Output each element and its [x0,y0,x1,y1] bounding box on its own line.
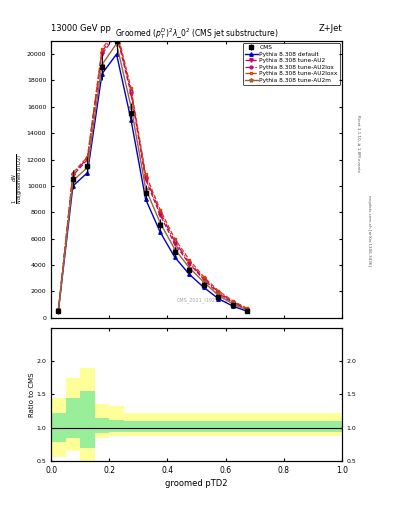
Pythia 8.308 tune-AU2lox [187,259,192,265]
Pythia 8.308 tune-AU2loxx [173,236,177,242]
Pythia 8.308 tune-AU2m [173,246,177,252]
Pythia 8.308 tune-AU2m [216,292,221,298]
Pythia 8.308 default [187,271,192,278]
Legend: CMS, Pythia 8.308 default, Pythia 8.308 tune-AU2, Pythia 8.308 tune-AU2lox, Pyth: CMS, Pythia 8.308 default, Pythia 8.308 … [242,42,340,85]
Pythia 8.308 tune-AU2 [114,31,119,37]
Pythia 8.308 tune-AU2 [143,176,148,182]
Line: Pythia 8.308 default: Pythia 8.308 default [57,52,249,313]
Pythia 8.308 tune-AU2m [245,307,250,313]
Pythia 8.308 tune-AU2lox [85,155,90,161]
Text: Rivet 3.1.10, ≥ 1.8M events: Rivet 3.1.10, ≥ 1.8M events [356,115,360,172]
Pythia 8.308 tune-AU2m [100,61,105,68]
Pythia 8.308 default [114,51,119,57]
Pythia 8.308 tune-AU2lox [129,88,134,94]
Pythia 8.308 tune-AU2loxx [71,169,75,176]
Pythia 8.308 tune-AU2m [129,104,134,110]
Pythia 8.308 default [202,284,206,290]
Pythia 8.308 default [158,229,163,235]
Pythia 8.308 tune-AU2lox [202,275,206,281]
Pythia 8.308 tune-AU2 [129,91,134,97]
Line: Pythia 8.308 tune-AU2: Pythia 8.308 tune-AU2 [57,33,249,312]
Title: Groomed $(p_T^D)^2\lambda\_0^2$ (CMS jet substructure): Groomed $(p_T^D)^2\lambda\_0^2$ (CMS jet… [115,26,278,41]
Pythia 8.308 tune-AU2 [202,276,206,283]
Line: Pythia 8.308 tune-AU2lox: Pythia 8.308 tune-AU2lox [57,30,249,312]
Pythia 8.308 tune-AU2 [71,173,75,179]
X-axis label: groomed pTD2: groomed pTD2 [165,479,228,488]
Pythia 8.308 tune-AU2loxx [114,26,119,32]
Pythia 8.308 tune-AU2loxx [56,307,61,313]
Pythia 8.308 default [216,295,221,302]
Pythia 8.308 tune-AU2lox [173,238,177,244]
Pythia 8.308 default [173,254,177,260]
Text: Z+Jet: Z+Jet [318,24,342,33]
Pythia 8.308 tune-AU2lox [56,307,61,313]
Pythia 8.308 tune-AU2 [216,290,221,296]
Pythia 8.308 tune-AU2lox [143,174,148,180]
Pythia 8.308 tune-AU2loxx [100,46,105,52]
Pythia 8.308 tune-AU2loxx [202,274,206,280]
Line: Pythia 8.308 tune-AU2loxx: Pythia 8.308 tune-AU2loxx [57,28,249,312]
Pythia 8.308 tune-AU2loxx [143,171,148,177]
Pythia 8.308 tune-AU2 [231,300,235,306]
Pythia 8.308 default [143,196,148,202]
Pythia 8.308 tune-AU2loxx [129,86,134,92]
Pythia 8.308 tune-AU2loxx [216,288,221,294]
Pythia 8.308 tune-AU2 [158,212,163,218]
Pythia 8.308 tune-AU2loxx [231,298,235,304]
Pythia 8.308 tune-AU2 [245,307,250,313]
Pythia 8.308 default [129,117,134,123]
Text: CMS_2021_I1925023: CMS_2021_I1925023 [176,297,228,303]
Y-axis label: $\frac{1}{N}\frac{dN}{d(\mathrm{groomed\ pTD2})}$: $\frac{1}{N}\frac{dN}{d(\mathrm{groomed\… [11,154,25,204]
Pythia 8.308 default [100,71,105,77]
Pythia 8.308 tune-AU2lox [71,171,75,177]
Pythia 8.308 tune-AU2loxx [85,154,90,160]
Pythia 8.308 tune-AU2lox [100,49,105,55]
Pythia 8.308 tune-AU2 [187,261,192,267]
Pythia 8.308 default [56,308,61,314]
Line: Pythia 8.308 tune-AU2m: Pythia 8.308 tune-AU2m [56,41,250,313]
Text: mcplots.cern.ch [arXiv:1306.3436]: mcplots.cern.ch [arXiv:1306.3436] [367,195,371,266]
Pythia 8.308 tune-AU2lox [158,209,163,216]
Pythia 8.308 tune-AU2lox [245,306,250,312]
Pythia 8.308 tune-AU2m [71,178,75,184]
Pythia 8.308 tune-AU2m [143,185,148,191]
Pythia 8.308 tune-AU2 [56,307,61,313]
Pythia 8.308 tune-AU2m [85,164,90,170]
Pythia 8.308 tune-AU2m [187,265,192,271]
Pythia 8.308 default [245,308,250,314]
Pythia 8.308 default [231,303,235,309]
Pythia 8.308 tune-AU2m [56,308,61,314]
Pythia 8.308 tune-AU2 [100,51,105,57]
Pythia 8.308 tune-AU2 [85,157,90,163]
Pythia 8.308 default [71,183,75,189]
Text: 13000 GeV pp: 13000 GeV pp [51,24,111,33]
Pythia 8.308 tune-AU2lox [114,29,119,35]
Pythia 8.308 tune-AU2loxx [158,206,163,212]
Pythia 8.308 tune-AU2 [173,241,177,247]
Pythia 8.308 tune-AU2loxx [245,306,250,312]
Pythia 8.308 tune-AU2lox [216,289,221,295]
Pythia 8.308 default [85,169,90,176]
Pythia 8.308 tune-AU2m [202,279,206,285]
Pythia 8.308 tune-AU2lox [231,299,235,305]
Pythia 8.308 tune-AU2loxx [187,257,192,263]
Pythia 8.308 tune-AU2m [231,301,235,307]
Pythia 8.308 tune-AU2m [114,40,119,47]
Pythia 8.308 tune-AU2m [158,220,163,226]
Y-axis label: Ratio to CMS: Ratio to CMS [29,372,35,417]
